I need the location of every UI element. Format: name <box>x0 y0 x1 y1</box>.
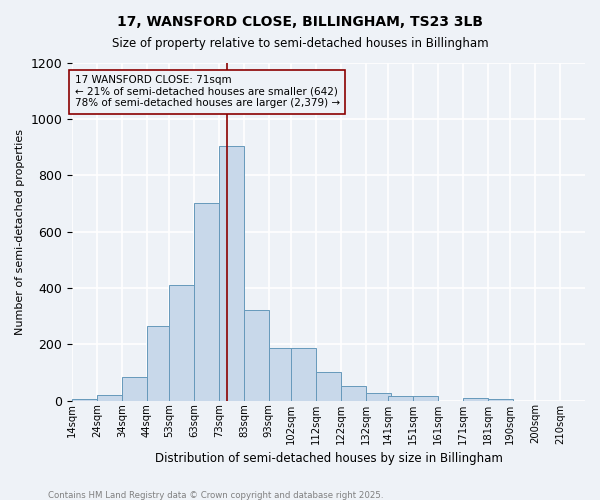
Bar <box>194 204 219 400</box>
Bar <box>72 399 97 400</box>
Text: 17 WANSFORD CLOSE: 71sqm
← 21% of semi-detached houses are smaller (642)
78% of : 17 WANSFORD CLOSE: 71sqm ← 21% of semi-d… <box>74 75 340 108</box>
Bar <box>388 396 413 400</box>
Text: Contains HM Land Registry data © Crown copyright and database right 2025.: Contains HM Land Registry data © Crown c… <box>48 490 383 500</box>
Bar <box>316 372 341 400</box>
Bar <box>97 395 122 400</box>
Bar <box>269 348 294 401</box>
Bar <box>488 399 513 400</box>
Bar <box>341 386 366 400</box>
Bar <box>463 398 488 400</box>
X-axis label: Distribution of semi-detached houses by size in Billingham: Distribution of semi-detached houses by … <box>155 452 503 465</box>
Bar <box>413 396 438 400</box>
Bar <box>291 348 316 401</box>
Text: Size of property relative to semi-detached houses in Billingham: Size of property relative to semi-detach… <box>112 38 488 51</box>
Bar <box>219 146 244 400</box>
Y-axis label: Number of semi-detached properties: Number of semi-detached properties <box>15 128 25 334</box>
Bar <box>147 326 172 400</box>
Bar <box>122 376 147 400</box>
Text: 17, WANSFORD CLOSE, BILLINGHAM, TS23 3LB: 17, WANSFORD CLOSE, BILLINGHAM, TS23 3LB <box>117 15 483 29</box>
Bar <box>244 310 269 400</box>
Bar <box>169 285 194 401</box>
Bar <box>366 394 391 400</box>
